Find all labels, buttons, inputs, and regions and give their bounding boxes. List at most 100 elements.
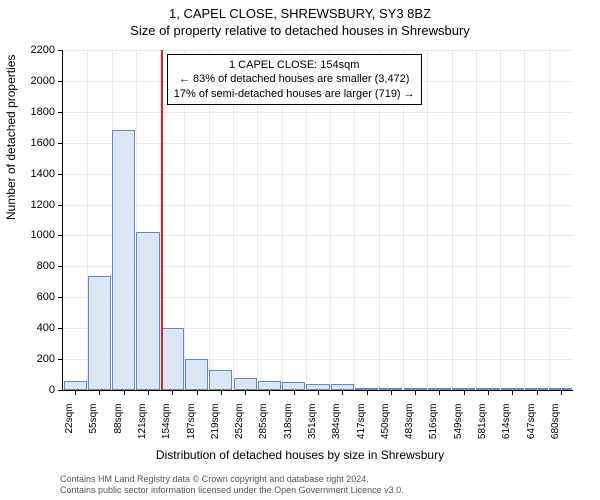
xtick-label: 55sqm bbox=[88, 404, 99, 454]
xtick-mark bbox=[415, 390, 416, 395]
xtick-label: 22sqm bbox=[64, 404, 75, 454]
xtick-label: 88sqm bbox=[113, 404, 124, 454]
xtick-label: 187sqm bbox=[186, 404, 197, 454]
ytick-mark bbox=[58, 390, 63, 391]
footer-attribution: Contains HM Land Registry data © Crown c… bbox=[60, 474, 404, 496]
reference-line bbox=[161, 50, 163, 390]
x-axis-label: Distribution of detached houses by size … bbox=[0, 448, 600, 462]
gridline-v bbox=[500, 50, 501, 390]
xtick-label: 516sqm bbox=[428, 404, 439, 454]
ytick-mark bbox=[58, 112, 63, 113]
gridline-v bbox=[524, 50, 525, 390]
histogram-bar bbox=[306, 384, 329, 390]
plot-area: 0200400600800100012001400160018002000220… bbox=[62, 50, 573, 391]
histogram-bar bbox=[258, 381, 281, 390]
xtick-mark bbox=[221, 390, 222, 395]
page-subtitle: Size of property relative to detached ho… bbox=[0, 21, 600, 38]
histogram-bar bbox=[452, 388, 475, 390]
footer-line1: Contains HM Land Registry data © Crown c… bbox=[60, 474, 404, 485]
xtick-mark bbox=[124, 390, 125, 395]
xtick-mark bbox=[99, 390, 100, 395]
histogram-bar bbox=[88, 276, 111, 390]
xtick-label: 252sqm bbox=[234, 404, 245, 454]
histogram-bar bbox=[428, 388, 451, 390]
xtick-label: 351sqm bbox=[307, 404, 318, 454]
ytick-mark bbox=[58, 235, 63, 236]
ytick-mark bbox=[58, 174, 63, 175]
histogram-bar bbox=[379, 388, 402, 390]
histogram-bar bbox=[282, 382, 305, 390]
xtick-mark bbox=[439, 390, 440, 395]
ytick-label: 1200 bbox=[15, 199, 55, 211]
xtick-label: 219sqm bbox=[210, 404, 221, 454]
histogram-bar bbox=[64, 381, 87, 390]
xtick-label: 581sqm bbox=[477, 404, 488, 454]
histogram-bar bbox=[355, 388, 378, 390]
ytick-label: 800 bbox=[15, 260, 55, 272]
xtick-mark bbox=[245, 390, 246, 395]
annotation-line2: ← 83% of detached houses are smaller (3,… bbox=[174, 72, 415, 86]
gridline-h bbox=[63, 50, 573, 51]
ytick-label: 1800 bbox=[15, 106, 55, 118]
xtick-mark bbox=[512, 390, 513, 395]
xtick-mark bbox=[172, 390, 173, 395]
xtick-mark bbox=[342, 390, 343, 395]
xtick-mark bbox=[294, 390, 295, 395]
xtick-mark bbox=[464, 390, 465, 395]
xtick-mark bbox=[75, 390, 76, 395]
xtick-mark bbox=[197, 390, 198, 395]
xtick-mark bbox=[367, 390, 368, 395]
histogram-bar bbox=[331, 384, 354, 390]
xtick-mark bbox=[391, 390, 392, 395]
histogram-bar bbox=[404, 388, 427, 390]
histogram-bar bbox=[112, 130, 135, 390]
histogram-bar bbox=[209, 370, 232, 390]
ytick-label: 1400 bbox=[15, 168, 55, 180]
ytick-label: 1600 bbox=[15, 137, 55, 149]
ytick-mark bbox=[58, 81, 63, 82]
xtick-label: 154sqm bbox=[161, 404, 172, 454]
gridline-h bbox=[63, 205, 573, 206]
xtick-mark bbox=[488, 390, 489, 395]
ytick-label: 600 bbox=[15, 291, 55, 303]
xtick-label: 483sqm bbox=[404, 404, 415, 454]
ytick-label: 2200 bbox=[15, 44, 55, 56]
xtick-mark bbox=[318, 390, 319, 395]
xtick-label: 318sqm bbox=[283, 404, 294, 454]
xtick-mark bbox=[561, 390, 562, 395]
histogram-bar bbox=[476, 388, 499, 390]
annotation-line3: 17% of semi-detached houses are larger (… bbox=[174, 87, 415, 101]
xtick-label: 285sqm bbox=[258, 404, 269, 454]
ytick-mark bbox=[58, 297, 63, 298]
ytick-mark bbox=[58, 205, 63, 206]
gridline-v bbox=[452, 50, 453, 390]
xtick-label: 450sqm bbox=[380, 404, 391, 454]
annotation-line1: 1 CAPEL CLOSE: 154sqm bbox=[174, 58, 415, 72]
xtick-label: 549sqm bbox=[453, 404, 464, 454]
ytick-label: 400 bbox=[15, 322, 55, 334]
gridline-v bbox=[549, 50, 550, 390]
gridline-v bbox=[476, 50, 477, 390]
ytick-mark bbox=[58, 328, 63, 329]
histogram-bar bbox=[161, 328, 184, 390]
ytick-mark bbox=[58, 359, 63, 360]
ytick-mark bbox=[58, 143, 63, 144]
ytick-label: 200 bbox=[15, 353, 55, 365]
ytick-label: 2000 bbox=[15, 75, 55, 87]
xtick-mark bbox=[148, 390, 149, 395]
ytick-label: 1000 bbox=[15, 229, 55, 241]
gridline-v bbox=[427, 50, 428, 390]
histogram-bar bbox=[525, 388, 548, 390]
xtick-label: 384sqm bbox=[331, 404, 342, 454]
histogram-bar bbox=[549, 388, 572, 390]
histogram-bar bbox=[234, 378, 257, 390]
annotation-box: 1 CAPEL CLOSE: 154sqm← 83% of detached h… bbox=[167, 54, 422, 105]
xtick-mark bbox=[269, 390, 270, 395]
gridline-h bbox=[63, 174, 573, 175]
page-title-address: 1, CAPEL CLOSE, SHREWSBURY, SY3 8BZ bbox=[0, 0, 600, 21]
gridline-h bbox=[63, 143, 573, 144]
xtick-label: 647sqm bbox=[526, 404, 537, 454]
histogram-bar bbox=[501, 388, 524, 390]
xtick-label: 121sqm bbox=[137, 404, 148, 454]
histogram-bar bbox=[136, 232, 159, 390]
